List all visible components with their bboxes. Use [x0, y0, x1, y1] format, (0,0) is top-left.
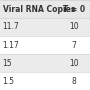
Text: T = 0: T = 0: [63, 4, 85, 14]
Bar: [58, 36, 90, 54]
Text: 10: 10: [69, 58, 79, 68]
Text: Viral RNA Copies: Viral RNA Copies: [3, 4, 75, 14]
Text: 8: 8: [72, 76, 77, 86]
Bar: [58, 18, 90, 36]
Bar: [0, 54, 58, 72]
Bar: [58, 72, 90, 90]
Bar: [0, 0, 58, 18]
Text: 11.7: 11.7: [3, 22, 19, 32]
Bar: [58, 54, 90, 72]
Text: 1.5: 1.5: [3, 76, 15, 86]
Bar: [0, 72, 58, 90]
Bar: [0, 36, 58, 54]
Bar: [58, 0, 90, 18]
Text: 7: 7: [72, 40, 77, 50]
Bar: [0, 18, 58, 36]
Text: 10: 10: [69, 22, 79, 32]
Text: 15: 15: [3, 58, 12, 68]
Text: 1.17: 1.17: [3, 40, 19, 50]
